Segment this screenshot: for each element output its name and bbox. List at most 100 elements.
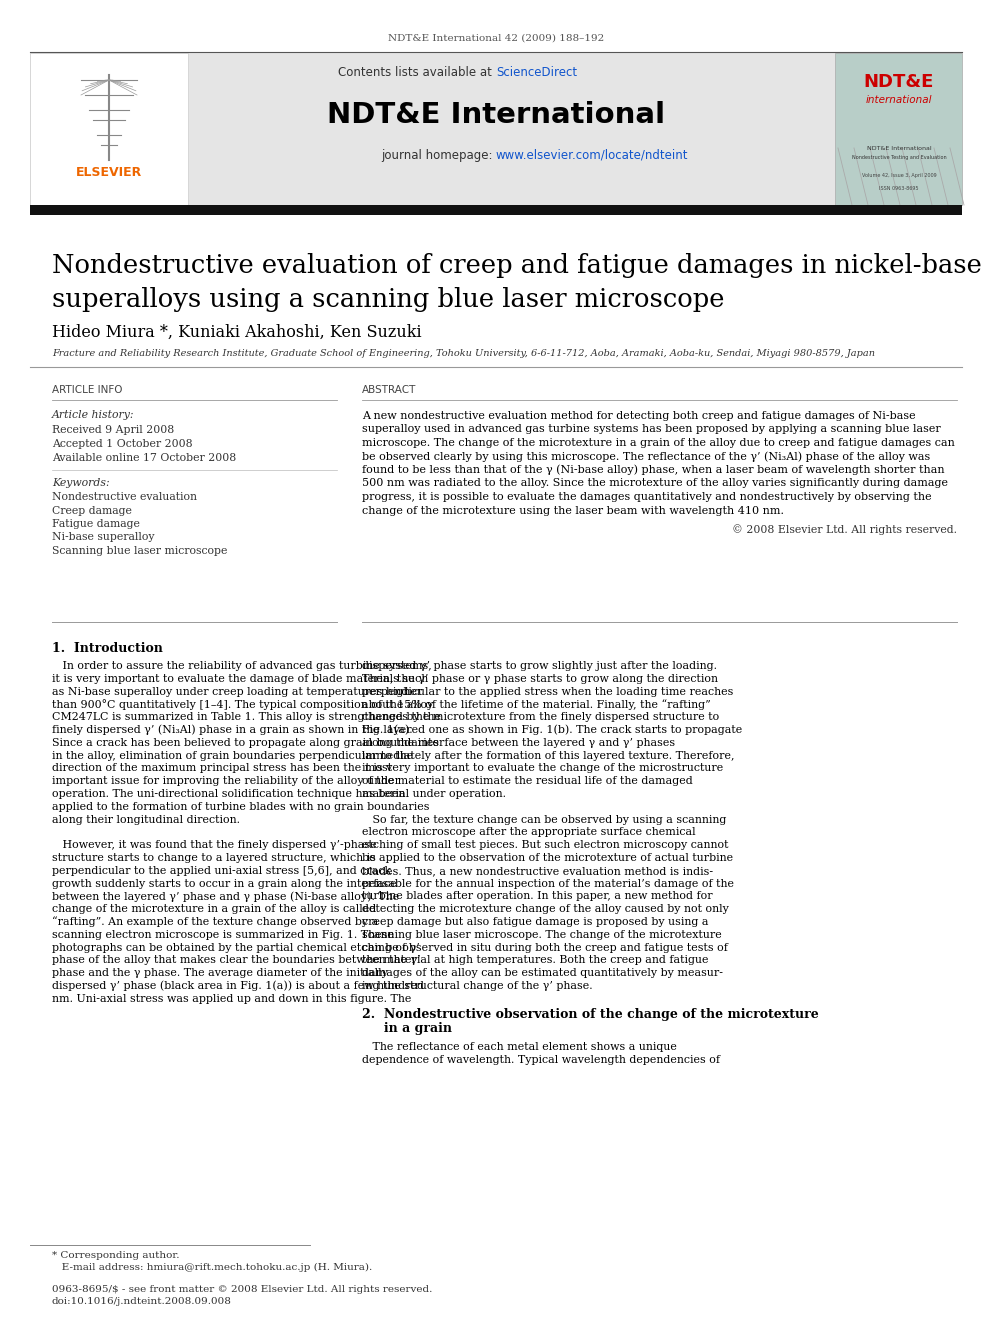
Text: immediately after the formation of this layered texture. Therefore,: immediately after the formation of this … xyxy=(362,750,734,761)
Text: Fatigue damage: Fatigue damage xyxy=(52,519,140,529)
Text: in a grain: in a grain xyxy=(362,1023,452,1036)
Text: www.elsevier.com/locate/ndteint: www.elsevier.com/locate/ndteint xyxy=(496,148,688,161)
Text: Nondestructive evaluation: Nondestructive evaluation xyxy=(52,492,197,501)
Text: structure starts to change to a layered structure, which is: structure starts to change to a layered … xyxy=(52,853,376,863)
Text: international: international xyxy=(866,95,932,105)
Text: 0963-8695/$ - see front matter © 2008 Elsevier Ltd. All rights reserved.: 0963-8695/$ - see front matter © 2008 El… xyxy=(52,1285,433,1294)
Text: * Corresponding author.: * Corresponding author. xyxy=(52,1250,180,1259)
Text: NDT&E International 42 (2009) 188–192: NDT&E International 42 (2009) 188–192 xyxy=(388,33,604,42)
Text: ARTICLE INFO: ARTICLE INFO xyxy=(52,385,122,396)
Text: important issue for improving the reliability of the alloy under: important issue for improving the reliab… xyxy=(52,777,400,786)
Text: “rafting”. An example of the texture change observed by a: “rafting”. An example of the texture cha… xyxy=(52,917,378,927)
Text: NDT&E International: NDT&E International xyxy=(867,146,931,151)
Text: creep damage but also fatigue damage is proposed by using a: creep damage but also fatigue damage is … xyxy=(362,917,708,927)
Text: Accepted 1 October 2008: Accepted 1 October 2008 xyxy=(52,439,192,448)
Text: Scanning blue laser microscope: Scanning blue laser microscope xyxy=(52,546,227,556)
Text: of the material to estimate the residual life of the damaged: of the material to estimate the residual… xyxy=(362,777,692,786)
Text: NDT&E: NDT&E xyxy=(864,73,934,91)
Text: 500 nm was radiated to the alloy. Since the microtexture of the alloy varies sig: 500 nm was radiated to the alloy. Since … xyxy=(362,479,948,488)
Bar xyxy=(30,53,188,205)
Text: Nondestructive Testing and Evaluation: Nondestructive Testing and Evaluation xyxy=(852,156,946,160)
Text: A new nondestructive evaluation method for detecting both creep and fatigue dama: A new nondestructive evaluation method f… xyxy=(362,411,916,421)
Text: © 2008 Elsevier Ltd. All rights reserved.: © 2008 Elsevier Ltd. All rights reserved… xyxy=(732,525,957,536)
Text: pensable for the annual inspection of the material’s damage of the: pensable for the annual inspection of th… xyxy=(362,878,734,889)
Text: it is very important to evaluate the change of the microstructure: it is very important to evaluate the cha… xyxy=(362,763,723,774)
Text: Volume 42, Issue 3, April 2009: Volume 42, Issue 3, April 2009 xyxy=(862,172,936,177)
Text: found to be less than that of the γ (Ni-base alloy) phase, when a laser beam of : found to be less than that of the γ (Ni-… xyxy=(362,464,944,475)
Text: ing the structural change of the γ’ phase.: ing the structural change of the γ’ phas… xyxy=(362,980,592,991)
Text: can be observed in situ during both the creep and fatigue tests of: can be observed in situ during both the … xyxy=(362,942,728,953)
Text: perpendicular to the applied uni-axial stress [5,6], and crack: perpendicular to the applied uni-axial s… xyxy=(52,865,391,876)
Text: Since a crack has been believed to propagate along grain boundaries: Since a crack has been believed to propa… xyxy=(52,738,439,747)
Text: Article history:: Article history: xyxy=(52,410,135,419)
Text: In order to assure the reliability of advanced gas turbine systems,: In order to assure the reliability of ad… xyxy=(52,662,432,671)
Text: etching of small test pieces. But such electron microscopy cannot: etching of small test pieces. But such e… xyxy=(362,840,728,851)
Text: be observed clearly by using this microscope. The reflectance of the γ’ (Ni₃Al) : be observed clearly by using this micros… xyxy=(362,451,930,462)
Text: E-mail address: hmiura@rift.mech.tohoku.ac.jp (H. Miura).: E-mail address: hmiura@rift.mech.tohoku.… xyxy=(52,1262,372,1271)
Text: Fracture and Reliability Research Institute, Graduate School of Engineering, Toh: Fracture and Reliability Research Instit… xyxy=(52,348,875,357)
Text: change of the microtexture using the laser beam with wavelength 410 nm.: change of the microtexture using the las… xyxy=(362,505,784,516)
Text: journal homepage:: journal homepage: xyxy=(381,148,496,161)
Text: operation. The uni-directional solidification technique has been: operation. The uni-directional solidific… xyxy=(52,789,406,799)
Text: about 15% of the lifetime of the material. Finally, the “rafting”: about 15% of the lifetime of the materia… xyxy=(362,699,710,710)
Text: along the interface between the layered γ and γ’ phases: along the interface between the layered … xyxy=(362,738,676,747)
Text: superalloy used in advanced gas turbine systems has been proposed by applying a : superalloy used in advanced gas turbine … xyxy=(362,425,940,434)
Text: scanning electron microscope is summarized in Fig. 1. These: scanning electron microscope is summariz… xyxy=(52,930,394,939)
Text: ELSEVIER: ELSEVIER xyxy=(75,167,142,180)
Text: ISSN 0963-8695: ISSN 0963-8695 xyxy=(879,185,919,191)
Bar xyxy=(835,53,962,205)
Text: the material at high temperatures. Both the creep and fatigue: the material at high temperatures. Both … xyxy=(362,955,708,966)
Text: change of the microtexture in a grain of the alloy is called: change of the microtexture in a grain of… xyxy=(52,904,376,914)
Text: finely dispersed γ’ (Ni₃Al) phase in a grain as shown in Fig. 1(a).: finely dispersed γ’ (Ni₃Al) phase in a g… xyxy=(52,725,413,736)
Text: Nondestructive evaluation of creep and fatigue damages in nickel-base: Nondestructive evaluation of creep and f… xyxy=(52,253,982,278)
Text: superalloys using a scanning blue laser microscope: superalloys using a scanning blue laser … xyxy=(52,287,724,312)
Text: So far, the texture change can be observed by using a scanning: So far, the texture change can be observ… xyxy=(362,815,726,824)
Text: Keywords:: Keywords: xyxy=(52,478,110,488)
Text: Creep damage: Creep damage xyxy=(52,505,132,516)
Text: phase and the γ phase. The average diameter of the initially: phase and the γ phase. The average diame… xyxy=(52,968,388,978)
Text: nm. Uni-axial stress was applied up and down in this figure. The: nm. Uni-axial stress was applied up and … xyxy=(52,994,412,1004)
Text: scanning blue laser microscope. The change of the microtexture: scanning blue laser microscope. The chan… xyxy=(362,930,722,939)
Text: electron microscope after the appropriate surface chemical: electron microscope after the appropriat… xyxy=(362,827,695,837)
Text: photographs can be obtained by the partial chemical etching of γ’: photographs can be obtained by the parti… xyxy=(52,942,420,953)
Text: detecting the microtexture change of the alloy caused by not only: detecting the microtexture change of the… xyxy=(362,904,729,914)
Text: doi:10.1016/j.ndteint.2008.09.008: doi:10.1016/j.ndteint.2008.09.008 xyxy=(52,1298,232,1307)
Text: The reflectance of each metal element shows a unique: The reflectance of each metal element sh… xyxy=(362,1041,677,1052)
Bar xyxy=(30,205,962,216)
Text: dependence of wavelength. Typical wavelength dependencies of: dependence of wavelength. Typical wavele… xyxy=(362,1054,720,1065)
Text: blades. Thus, a new nondestructive evaluation method is indis-: blades. Thus, a new nondestructive evalu… xyxy=(362,865,713,876)
Text: between the layered γ’ phase and γ phase (Ni-base alloy). The: between the layered γ’ phase and γ phase… xyxy=(52,892,399,902)
Text: dispersed γ’ phase starts to grow slightly just after the loading.: dispersed γ’ phase starts to grow slight… xyxy=(362,662,717,671)
Text: turbine blades after operation. In this paper, a new method for: turbine blades after operation. In this … xyxy=(362,892,712,901)
Text: in the alloy, elimination of grain boundaries perpendicular to the: in the alloy, elimination of grain bound… xyxy=(52,750,413,761)
Text: microscope. The change of the microtexture in a grain of the alloy due to creep : microscope. The change of the microtextu… xyxy=(362,438,955,448)
Text: applied to the formation of turbine blades with no grain boundaries: applied to the formation of turbine blad… xyxy=(52,802,430,812)
Text: dispersed γ’ phase (black area in Fig. 1(a)) is about a few hundred: dispersed γ’ phase (black area in Fig. 1… xyxy=(52,980,424,991)
Text: perpendicular to the applied stress when the loading time reaches: perpendicular to the applied stress when… xyxy=(362,687,733,697)
Text: phase of the alloy that makes clear the boundaries between the γ’: phase of the alloy that makes clear the … xyxy=(52,955,421,966)
Text: Available online 17 October 2008: Available online 17 October 2008 xyxy=(52,452,236,463)
Text: than 900°C quantitatively [1–4]. The typical composition of the alloy: than 900°C quantitatively [1–4]. The typ… xyxy=(52,699,434,710)
Text: 2.  Nondestructive observation of the change of the microtexture: 2. Nondestructive observation of the cha… xyxy=(362,1008,818,1021)
Text: along their longitudinal direction.: along their longitudinal direction. xyxy=(52,815,240,824)
Text: progress, it is possible to evaluate the damages quantitatively and nondestructi: progress, it is possible to evaluate the… xyxy=(362,492,931,501)
Text: Contents lists available at: Contents lists available at xyxy=(338,66,496,78)
Bar xyxy=(30,53,962,205)
Text: Hideo Miura *, Kuniaki Akahoshi, Ken Suzuki: Hideo Miura *, Kuniaki Akahoshi, Ken Suz… xyxy=(52,324,422,340)
Text: 1.  Introduction: 1. Introduction xyxy=(52,642,163,655)
Text: growth suddenly starts to occur in a grain along the interface: growth suddenly starts to occur in a gra… xyxy=(52,878,397,889)
Text: CM247LC is summarized in Table 1. This alloy is strengthened by the: CM247LC is summarized in Table 1. This a… xyxy=(52,712,441,722)
Text: ABSTRACT: ABSTRACT xyxy=(362,385,417,396)
Text: Ni-base superalloy: Ni-base superalloy xyxy=(52,532,155,542)
Text: NDT&E International: NDT&E International xyxy=(327,101,665,130)
Text: direction of the maximum principal stress has been the most: direction of the maximum principal stres… xyxy=(52,763,392,774)
Text: damages of the alloy can be estimated quantitatively by measur-: damages of the alloy can be estimated qu… xyxy=(362,968,723,978)
Text: However, it was found that the finely dispersed γ’-phase: However, it was found that the finely di… xyxy=(52,840,377,851)
Text: changes the microtexture from the finely dispersed structure to: changes the microtexture from the finely… xyxy=(362,712,719,722)
Text: the layered one as shown in Fig. 1(b). The crack starts to propagate: the layered one as shown in Fig. 1(b). T… xyxy=(362,725,742,736)
Text: as Ni-base superalloy under creep loading at temperatures higher: as Ni-base superalloy under creep loadin… xyxy=(52,687,423,697)
Text: Then, the γ’ phase or γ phase starts to grow along the direction: Then, the γ’ phase or γ phase starts to … xyxy=(362,673,718,684)
Text: be applied to the observation of the microtexture of actual turbine: be applied to the observation of the mic… xyxy=(362,853,733,863)
Text: ScienceDirect: ScienceDirect xyxy=(496,66,577,78)
Text: material under operation.: material under operation. xyxy=(362,789,506,799)
